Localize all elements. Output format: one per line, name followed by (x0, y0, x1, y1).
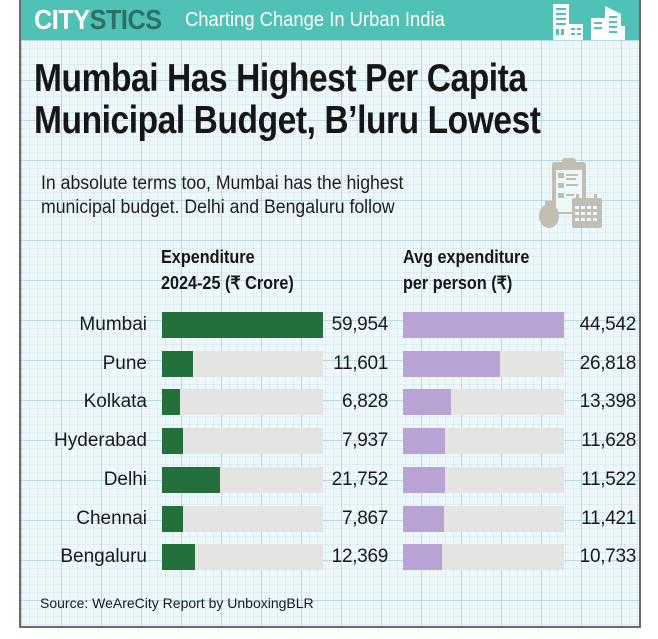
per-person-bar (403, 466, 445, 493)
chart-row: Hyderabad 7,937 11,628 (21, 428, 639, 455)
brand-part-2: STICS (89, 4, 162, 35)
expenditure-bar (162, 428, 184, 455)
expenditure-bar-track (162, 505, 323, 532)
per-person-bar-track (403, 350, 564, 377)
category-label: Hyderabad (54, 430, 147, 452)
expenditure-value-label: 7,937 (341, 430, 388, 452)
subtitle-line-2: municipal budget. Delhi and Bengaluru fo… (41, 197, 395, 218)
chart-row: Pune 11,601 26,818 (21, 350, 639, 377)
per-person-bar-track (403, 505, 564, 532)
brand-part-1: CITY (34, 4, 90, 35)
per-person-header-line-1: Avg expenditure (403, 247, 530, 267)
expenditure-value-label: 11,601 (333, 352, 388, 374)
per-person-value-label: 10,733 (579, 546, 637, 568)
per-person-bar-track (403, 544, 564, 571)
headline-line-1: Mumbai Has Highest Per Capita (34, 57, 527, 100)
infographic-frame: CITYSTICS Charting Change In Urban India (19, 0, 641, 628)
clipboard-moneybag-calendar-icon (539, 158, 602, 228)
expenditure-value-label: 59,954 (331, 314, 389, 335)
chart-row: Bengaluru 12,369 10,733 (21, 544, 639, 571)
category-label: Pune (102, 352, 147, 374)
per-person-bar (403, 544, 442, 571)
subtitle: In absolute terms too, Mumbai has the hi… (41, 172, 403, 220)
expenditure-value-label: 7,867 (341, 507, 388, 529)
per-person-bar-track (403, 312, 564, 338)
chart-row: Kolkata 6,828 13,398 (21, 389, 639, 416)
source-note: Source: WeAreCity Report by UnboxingBLR (40, 595, 314, 611)
headline-line-2: Municipal Budget, B’luru Lowest (34, 99, 541, 142)
tagline: Charting Change In Urban India (185, 9, 445, 31)
expenditure-bar (162, 505, 184, 532)
per-person-bar-track (403, 389, 564, 416)
per-person-bar (403, 428, 446, 455)
per-person-bar-track (403, 428, 564, 455)
expenditure-header-line-1: Expenditure (161, 247, 255, 267)
per-person-value-label: 26,818 (579, 352, 637, 374)
expenditure-bar-track (162, 389, 323, 416)
per-person-value-label: 11,628 (581, 430, 636, 452)
expenditure-bar (162, 312, 323, 338)
per-person-bar (403, 312, 564, 338)
per-person-bar (403, 505, 445, 532)
subtitle-line-1: In absolute terms too, Mumbai has the hi… (41, 173, 404, 194)
header-band: CITYSTICS Charting Change In Urban India (21, 0, 639, 40)
per-person-value-label: 44,542 (579, 314, 637, 335)
per-person-value-label: 13,398 (579, 391, 637, 413)
category-label: Delhi (103, 468, 147, 490)
expenditure-column-header: Expenditure 2024-25 (₹ Crore) (161, 244, 294, 296)
chart-row: Chennai 7,867 11,421 (21, 505, 639, 532)
expenditure-bar-track (162, 544, 323, 571)
expenditure-header-line-2: 2024-25 (₹ Crore) (161, 273, 294, 293)
expenditure-bar-track (162, 466, 323, 493)
category-label: Mumbai (79, 314, 147, 335)
expenditure-value-label: 12,369 (331, 546, 389, 568)
per-person-bar (403, 389, 452, 416)
per-person-bar-track (403, 466, 564, 493)
expenditure-bar-track (162, 350, 323, 377)
per-person-bar (403, 350, 500, 377)
expenditure-bar (162, 466, 221, 493)
category-label: Kolkata (83, 391, 147, 413)
expenditure-value-label: 21,752 (331, 468, 389, 490)
chart-row: Delhi 21,752 11,522 (21, 466, 639, 493)
expenditure-bar-track (162, 428, 323, 455)
per-person-value-label: 11,421 (581, 507, 636, 529)
city-skyline-icon (553, 4, 625, 40)
chart-row: Mumbai 59,954 44,542 (21, 312, 639, 338)
expenditure-bar (162, 389, 181, 416)
per-person-column-header: Avg expenditure per person (₹) (403, 244, 529, 296)
expenditure-bar (162, 350, 194, 377)
category-label: Chennai (76, 507, 147, 529)
expenditure-bar-track (162, 312, 323, 338)
expenditure-bar (162, 544, 196, 571)
brand-logo: CITYSTICS (34, 3, 162, 37)
category-label: Bengaluru (60, 546, 147, 568)
per-person-header-line-2: per person (₹) (403, 273, 513, 293)
expenditure-value-label: 6,828 (341, 391, 388, 413)
headline: Mumbai Has Highest Per Capita Municipal … (34, 58, 550, 142)
per-person-value-label: 11,522 (581, 468, 636, 490)
